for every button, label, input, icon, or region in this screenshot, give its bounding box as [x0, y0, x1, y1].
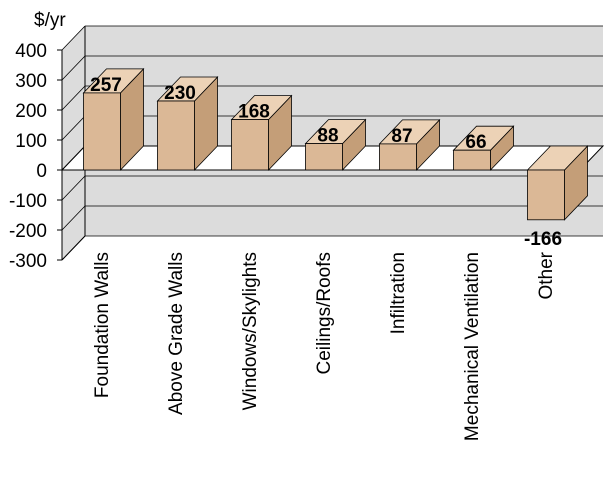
y-tick-label: 100	[15, 131, 47, 152]
value-label: -166	[524, 229, 562, 250]
gridline-side	[61, 175, 86, 201]
y-tick-label: -100	[9, 191, 47, 212]
value-label: 230	[164, 83, 196, 104]
bar-front	[231, 119, 269, 171]
gridline-side	[61, 55, 86, 81]
bottom-edge	[61, 235, 86, 261]
value-labels: 257 230 168 88 87 66 -166	[90, 75, 562, 250]
y-unit-label: $/yr	[34, 10, 66, 31]
bar-other	[526, 145, 589, 221]
bar-infiltration	[378, 118, 441, 171]
bar-ceilings-roofs	[304, 118, 367, 171]
value-label: 66	[465, 132, 486, 153]
value-label: 257	[90, 75, 122, 96]
bar-front	[157, 100, 195, 171]
gridline-side	[61, 145, 86, 171]
x-tick-label: Mechanical Ventilation	[462, 252, 483, 441]
y-tick-label: -200	[9, 221, 47, 242]
x-tick-label: Ceilings/Roofs	[314, 252, 335, 375]
bar-front	[453, 149, 491, 171]
y-tick-label: 0	[36, 161, 47, 182]
bar-front	[83, 92, 121, 171]
bar-above-grade-walls	[156, 76, 219, 171]
bar-front	[379, 143, 417, 171]
side-wall	[62, 26, 85, 260]
bar-front	[527, 169, 565, 221]
x-tick-label: Above Grade Walls	[166, 252, 187, 415]
gridline-side	[61, 205, 86, 231]
gridline-side	[61, 25, 86, 51]
bars	[82, 67, 589, 221]
bar-foundation-walls	[82, 67, 145, 171]
y-tick-label: 300	[15, 71, 47, 92]
x-tick-label: Infiltration	[388, 252, 409, 334]
bar-front	[305, 143, 343, 171]
gridline-side	[61, 85, 86, 111]
bar-mechanical-ventilation	[452, 125, 515, 171]
y-tick-label: 200	[15, 101, 47, 122]
y-tick-labels: 400 300 200 100 0 -100 -200 -300	[9, 41, 47, 272]
x-tick-label: Other	[536, 251, 557, 299]
x-tick-label: Foundation Walls	[92, 252, 113, 398]
value-label: 87	[391, 126, 412, 147]
y-tick-label: -300	[9, 251, 47, 272]
bar-windows-skylights	[230, 94, 293, 171]
value-label: 168	[238, 102, 270, 123]
value-label: 88	[317, 126, 338, 147]
y-tick-label: 400	[15, 41, 47, 62]
gridline-side	[61, 115, 86, 141]
x-tick-labels: Foundation Walls Above Grade Walls Windows…	[92, 251, 557, 441]
x-tick-label: Windows/Skylights	[240, 252, 261, 410]
